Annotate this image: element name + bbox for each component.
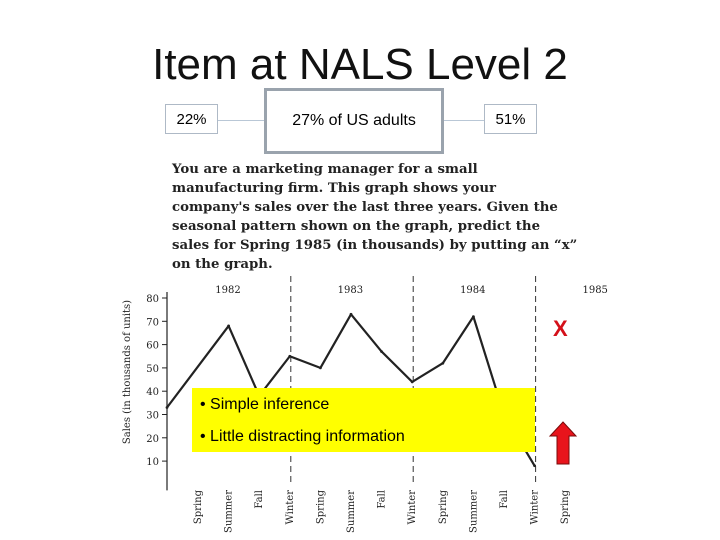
x-tick-label: Summer: [346, 490, 357, 533]
problem-text: You are a marketing manager for a small …: [172, 160, 578, 274]
data-point: [441, 361, 445, 365]
data-point: [380, 350, 383, 353]
y-tick-label: 60: [146, 341, 159, 352]
x-tick-label: Spring: [438, 489, 449, 524]
y-tick-label: 30: [146, 411, 159, 422]
data-point: [410, 380, 414, 384]
level-right-box: 51%: [484, 104, 537, 134]
connector-right: [444, 120, 484, 121]
x-tick-label: Winter: [407, 490, 418, 525]
level-right-label: 51%: [495, 110, 526, 128]
x-tick-label: Winter: [285, 490, 296, 525]
series-line: [166, 313, 536, 467]
data-point: [349, 312, 353, 316]
x-tick-label: Winter: [530, 490, 541, 525]
year-label: 1984: [460, 285, 485, 296]
problem-line: manufacturing firm. This graph shows you…: [172, 181, 497, 196]
data-point: [533, 464, 536, 468]
x-tick-label: Fall: [377, 490, 388, 509]
y-tick-label: 80: [146, 294, 159, 305]
connector-left: [218, 120, 264, 121]
y-tick-label: 20: [146, 434, 159, 445]
y-tick-label: 40: [146, 387, 159, 398]
year-label: 1985: [582, 285, 607, 296]
x-tick-label: Summer: [468, 490, 479, 533]
level-left-label: 22%: [176, 110, 207, 128]
level-center-label: 27% of US adults: [292, 112, 416, 129]
year-label: 1983: [338, 285, 363, 296]
bullet-text: Simple inference: [210, 396, 330, 413]
data-point: [227, 324, 231, 328]
level-left-box: 22%: [165, 104, 218, 134]
problem-line: You are a marketing manager for a small: [172, 162, 478, 177]
bullet-text: Little distracting information: [210, 428, 405, 445]
feature-callout: • Simple inference • Little distracting …: [192, 388, 535, 452]
data-point: [472, 315, 475, 319]
problem-line: seasonal pattern shown on the graph, pre…: [172, 219, 541, 234]
up-arrow-icon: [548, 421, 578, 465]
y-tick-label: 10: [146, 457, 159, 468]
problem-line: company's sales over the last three year…: [172, 200, 558, 215]
x-tick-label: Spring: [560, 489, 571, 524]
answer-x-mark: X: [553, 316, 568, 341]
x-tick-label: Fall: [254, 490, 265, 509]
x-tick-label: Spring: [193, 489, 204, 524]
bullet-item: • Little distracting information: [200, 428, 405, 445]
page-title: Item at NALS Level 2: [152, 40, 568, 89]
y-tick-label: 50: [146, 364, 159, 375]
problem-line: sales for Spring 1985 (in thousands) by …: [172, 238, 578, 253]
y-tick-label: 70: [146, 317, 159, 328]
year-label: 1982: [215, 285, 240, 296]
data-point: [319, 366, 322, 370]
x-tick-label: Spring: [315, 489, 326, 524]
x-tick-label: Summer: [224, 490, 235, 533]
bullet-item: • Simple inference: [200, 396, 330, 413]
problem-line: on the graph.: [172, 257, 273, 272]
data-point: [165, 406, 169, 409]
data-point: [288, 354, 292, 358]
level-center-box: 27% of US adults: [264, 88, 444, 154]
x-tick-label: Fall: [499, 490, 510, 509]
y-axis-label: Sales (in thousands of units): [122, 300, 133, 444]
